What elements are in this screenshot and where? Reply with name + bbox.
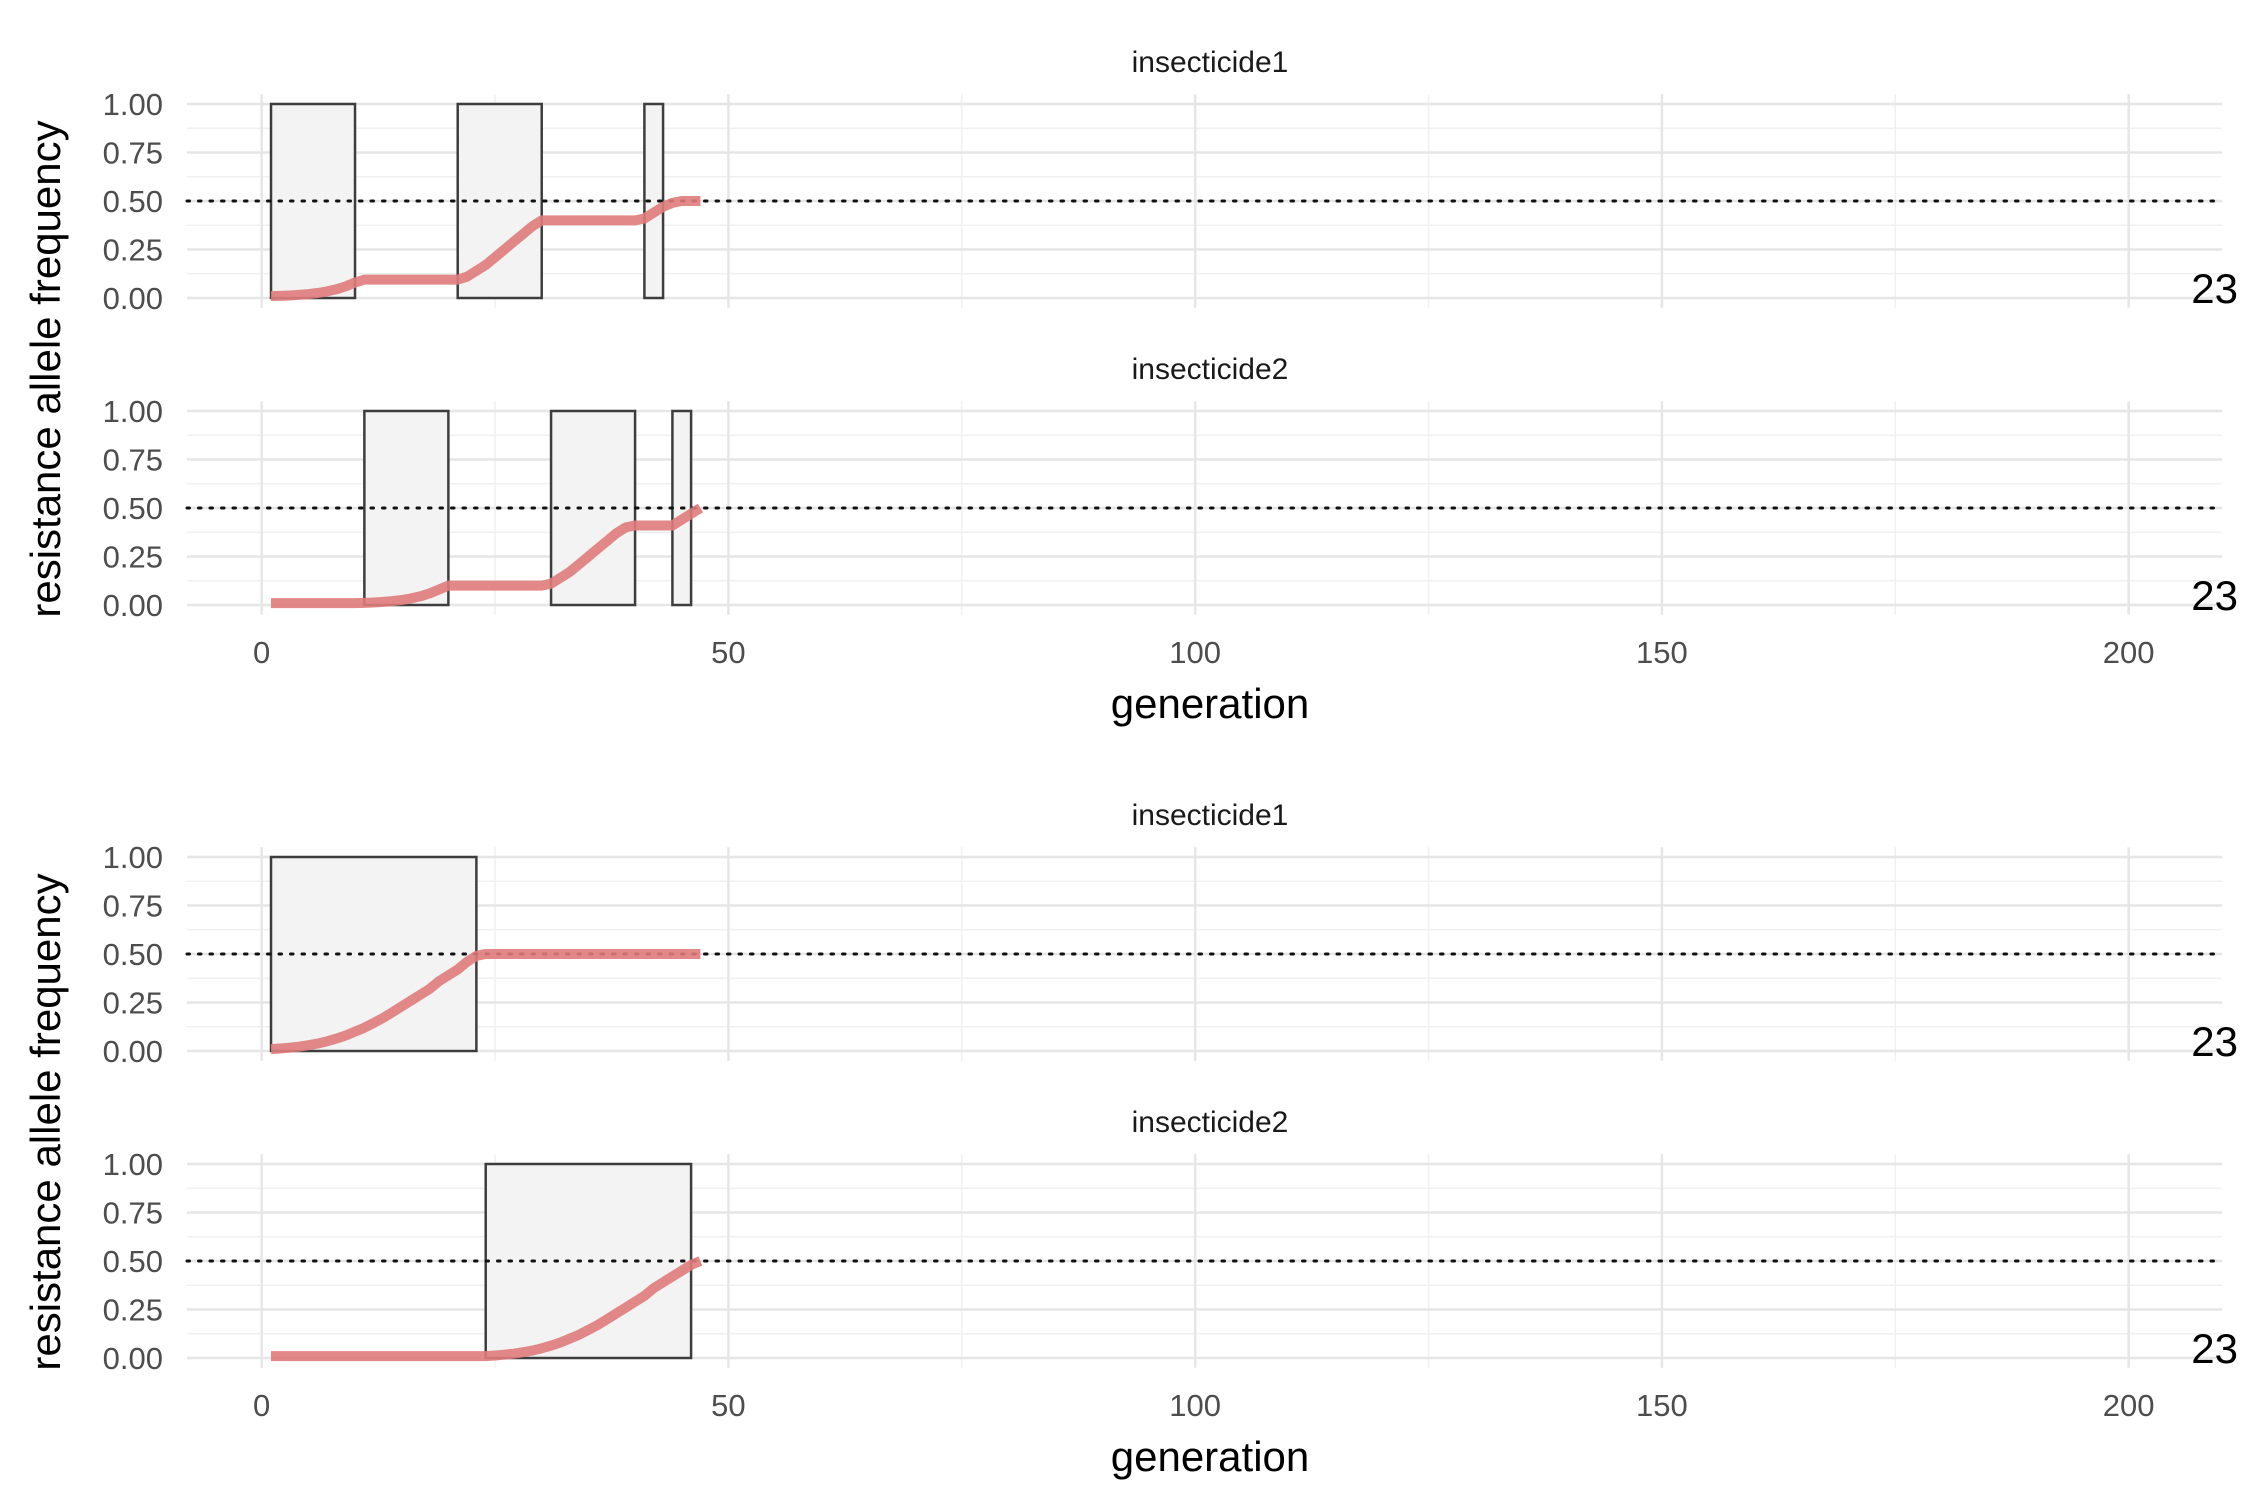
y-tick-label: 1.00 <box>103 87 163 122</box>
x-tick-label: 100 <box>1169 635 1221 670</box>
panel-title: insecticide2 <box>1132 353 1289 386</box>
y-tick-label: 0.25 <box>103 986 163 1021</box>
series-line <box>270 196 701 302</box>
x-axis-label: generation <box>1111 1433 1310 1480</box>
x-tick-label: 200 <box>2103 635 2155 670</box>
panel-insecticide1: 0.00 0.25 0.50 0.75 1.00 insecticide1 23 <box>103 799 2238 1069</box>
x-tick-label: 0 <box>253 635 270 670</box>
y-tick-label: 0.25 <box>103 233 163 268</box>
y-tick-label: 0.50 <box>103 937 163 972</box>
panel-title: insecticide2 <box>1132 1106 1289 1139</box>
y-tick-label: 0.25 <box>103 540 163 575</box>
y-tick-label: 1.00 <box>103 840 163 875</box>
panel-title: insecticide1 <box>1132 46 1289 79</box>
y-tick-label: 1.00 <box>103 1147 163 1182</box>
y-tick-label: 0.00 <box>103 281 163 316</box>
y-axis-label: resistance allele frequency <box>22 873 69 1370</box>
y-tick-label: 0.75 <box>103 1196 163 1231</box>
corner-label: 23 <box>2191 265 2238 312</box>
series-line <box>271 1256 703 1362</box>
y-tick-label: 0.00 <box>103 1034 163 1069</box>
x-tick-label: 150 <box>1636 1388 1688 1423</box>
corner-label: 23 <box>2191 572 2238 619</box>
panel-insecticide2: 0.00 0.25 0.50 0.75 1.00 insecticide2 23 <box>103 353 2238 623</box>
panel-title: insecticide1 <box>1132 799 1289 832</box>
corner-label: 23 <box>2191 1018 2238 1065</box>
x-tick-label: 150 <box>1636 635 1688 670</box>
x-tick-label: 50 <box>711 1388 745 1423</box>
deployment-rect <box>643 102 665 300</box>
series-line <box>270 949 701 1055</box>
x-axis-label: generation <box>1111 680 1310 727</box>
y-tick-label: 0.75 <box>103 443 163 478</box>
y-tick-label: 1.00 <box>103 394 163 429</box>
series-line <box>271 503 704 609</box>
y-tick-label: 0.50 <box>103 1244 163 1279</box>
y-tick-label: 0.50 <box>103 491 163 526</box>
y-tick-label: 0.00 <box>103 588 163 623</box>
x-tick-label: 50 <box>711 635 745 670</box>
corner-label: 23 <box>2191 1325 2238 1372</box>
x-tick-label: 200 <box>2103 1388 2155 1423</box>
y-tick-label: 0.75 <box>103 136 163 171</box>
y-tick-label: 0.00 <box>103 1341 163 1376</box>
x-tick-label: 100 <box>1169 1388 1221 1423</box>
x-tick-label: 0 <box>253 1388 270 1423</box>
chart-2: 0.000.250.500.751.00insecticide1230.000.… <box>22 799 2238 1480</box>
y-axis-label: resistance allele frequency <box>22 120 69 617</box>
y-tick-label: 0.25 <box>103 1293 163 1328</box>
panel-insecticide1: 0.00 0.25 0.50 0.75 1.00 insecticide1 23 <box>103 46 2238 316</box>
chart-1: 0.000.250.500.751.00insecticide1230.000.… <box>22 46 2238 727</box>
y-tick-label: 0.75 <box>103 889 163 924</box>
panel-insecticide2: 0.00 0.25 0.50 0.75 1.00 insecticide2 23 <box>103 1106 2238 1376</box>
y-tick-label: 0.50 <box>103 184 163 219</box>
